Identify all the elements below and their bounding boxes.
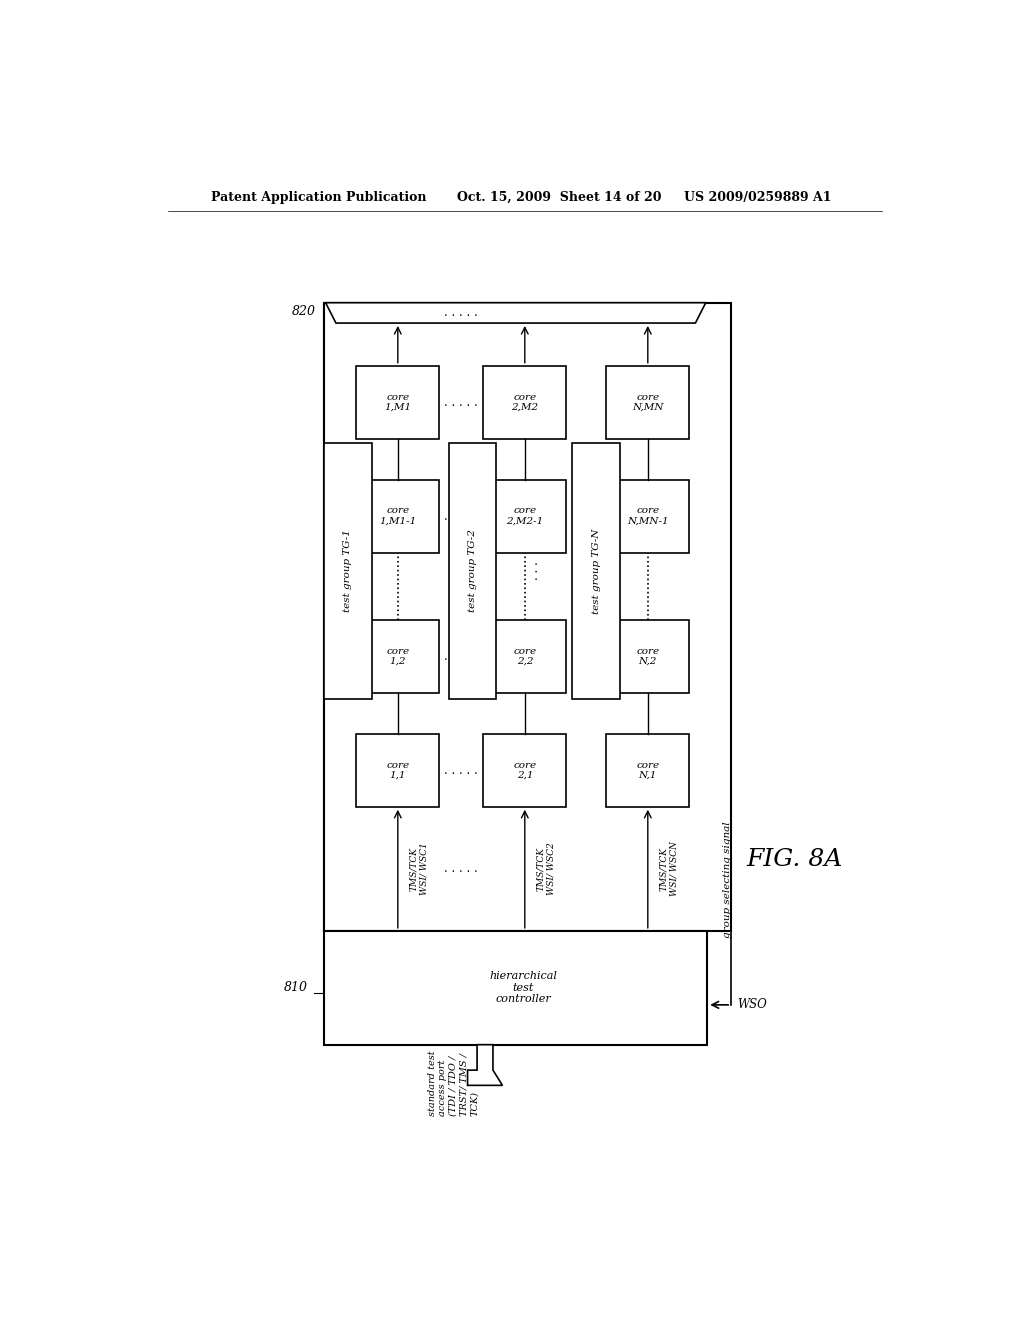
Text: core
N,MN-1: core N,MN-1 bbox=[627, 507, 669, 525]
Bar bbox=[606, 620, 689, 693]
Bar bbox=[324, 444, 372, 700]
Text: test group TG-2: test group TG-2 bbox=[468, 529, 477, 612]
Text: core
2,1: core 2,1 bbox=[513, 760, 537, 780]
Text: Patent Application Publication: Patent Application Publication bbox=[211, 190, 427, 203]
Bar bbox=[606, 479, 689, 553]
Bar bbox=[449, 444, 497, 700]
Text: core
N,MN: core N,MN bbox=[632, 392, 664, 412]
Text: 810: 810 bbox=[284, 981, 308, 994]
Text: core
N,2: core N,2 bbox=[636, 647, 659, 667]
Polygon shape bbox=[326, 302, 706, 323]
Text: . . . . .: . . . . . bbox=[444, 649, 478, 663]
Bar bbox=[483, 479, 566, 553]
Text: . . . . .: . . . . . bbox=[444, 862, 478, 875]
Polygon shape bbox=[468, 1044, 503, 1085]
Bar bbox=[356, 366, 439, 440]
Text: WSO: WSO bbox=[737, 998, 767, 1011]
Text: core
1,2: core 1,2 bbox=[386, 647, 410, 667]
Bar bbox=[483, 620, 566, 693]
Text: . . . . .: . . . . . bbox=[444, 396, 478, 409]
Text: core
1,1: core 1,1 bbox=[386, 760, 410, 780]
Bar bbox=[324, 302, 708, 931]
Bar bbox=[356, 620, 439, 693]
Bar bbox=[356, 479, 439, 553]
Text: test group TG-N: test group TG-N bbox=[592, 528, 601, 614]
Text: core
N,1: core N,1 bbox=[636, 760, 659, 780]
Bar bbox=[356, 734, 439, 807]
Text: TMS/TCK
WSI/ WSC2: TMS/TCK WSI/ WSC2 bbox=[536, 842, 555, 895]
Text: hierarchical
test
controller: hierarchical test controller bbox=[489, 972, 557, 1005]
Text: . . . . .: . . . . . bbox=[444, 764, 478, 776]
Text: US 2009/0259889 A1: US 2009/0259889 A1 bbox=[684, 190, 831, 203]
Bar bbox=[572, 444, 621, 700]
Bar bbox=[483, 366, 566, 440]
Bar bbox=[324, 302, 731, 931]
Text: core
2,M2: core 2,M2 bbox=[511, 392, 539, 412]
Text: core
2,2: core 2,2 bbox=[513, 647, 537, 667]
Text: core
2,M2-1: core 2,M2-1 bbox=[506, 507, 544, 525]
Text: group selecting signal: group selecting signal bbox=[723, 822, 732, 939]
Text: standard test
access port
(TDI / TDO /
TRST/ TMS /
TCK): standard test access port (TDI / TDO / T… bbox=[428, 1051, 478, 1115]
Bar bbox=[483, 734, 566, 807]
Text: . . . . .: . . . . . bbox=[444, 306, 478, 319]
Text: . . . . .: . . . . . bbox=[444, 510, 478, 523]
Text: TMS/TCK
WSI/ WSCN: TMS/TCK WSI/ WSCN bbox=[658, 841, 678, 896]
Bar bbox=[324, 931, 708, 1044]
Bar bbox=[606, 734, 689, 807]
Text: core
1,M1-1: core 1,M1-1 bbox=[379, 507, 417, 525]
Bar bbox=[606, 366, 689, 440]
Text: FIG. 8A: FIG. 8A bbox=[746, 849, 843, 871]
Text: TMS/TCK
WSI/ WSC1: TMS/TCK WSI/ WSC1 bbox=[409, 842, 428, 895]
Text: 820: 820 bbox=[292, 305, 316, 318]
Text: core
1,M1: core 1,M1 bbox=[384, 392, 412, 412]
Text: test group TG-1: test group TG-1 bbox=[343, 529, 352, 612]
Text: Oct. 15, 2009  Sheet 14 of 20: Oct. 15, 2009 Sheet 14 of 20 bbox=[458, 190, 662, 203]
Text: . . .: . . . bbox=[527, 562, 541, 581]
